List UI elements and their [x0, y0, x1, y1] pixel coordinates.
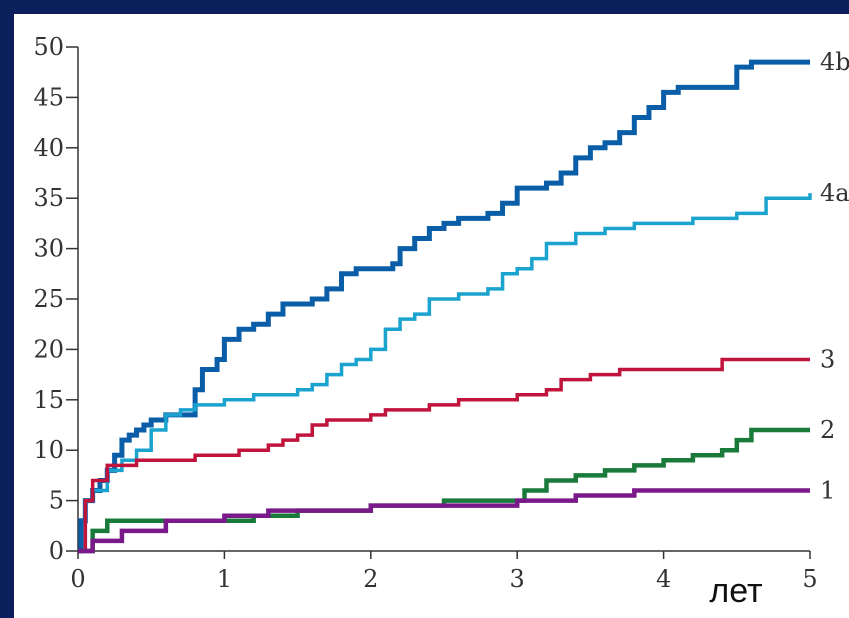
y-tick-label: 40: [33, 134, 64, 162]
series-label-2: 2: [820, 416, 835, 444]
x-tick-label: 3: [510, 565, 525, 593]
y-tick-label: 15: [33, 386, 64, 414]
x-tick-label: 5: [802, 565, 817, 593]
series-label-4b: 4b: [820, 48, 849, 76]
x-tick-label: 2: [363, 565, 378, 593]
x-tick-label: 0: [70, 565, 85, 593]
y-tick-label: 35: [33, 184, 64, 212]
y-tick-label: 20: [33, 335, 64, 363]
y-tick-label: 10: [33, 436, 64, 464]
series-label-1: 1: [820, 477, 835, 505]
series-label-3: 3: [820, 345, 835, 373]
y-tick-label: 5: [49, 487, 64, 515]
chart-panel: 0 5 10 15 20 25 30 35 40 45 50 0 1 2 3 4 5 лет 4b 4a 3 2 1: [14, 14, 849, 618]
y-tick-label: 45: [33, 83, 64, 111]
x-tick-label: 4: [656, 565, 671, 593]
series-line-3: [78, 357, 810, 553]
series-line-4a: [78, 193, 812, 553]
series-line-1: [78, 488, 810, 554]
y-tick-label: 30: [33, 235, 64, 263]
series-label-4a: 4a: [820, 179, 849, 207]
x-tick-label: 1: [217, 565, 232, 593]
y-tick-label: 25: [33, 285, 64, 313]
y-tick-label: 50: [33, 33, 64, 61]
series-group: [78, 59, 812, 554]
x-unit-label: лет: [709, 572, 762, 610]
series-line-4b: [78, 59, 810, 554]
axes: [66, 46, 811, 559]
y-tick-label: 0: [49, 537, 64, 565]
